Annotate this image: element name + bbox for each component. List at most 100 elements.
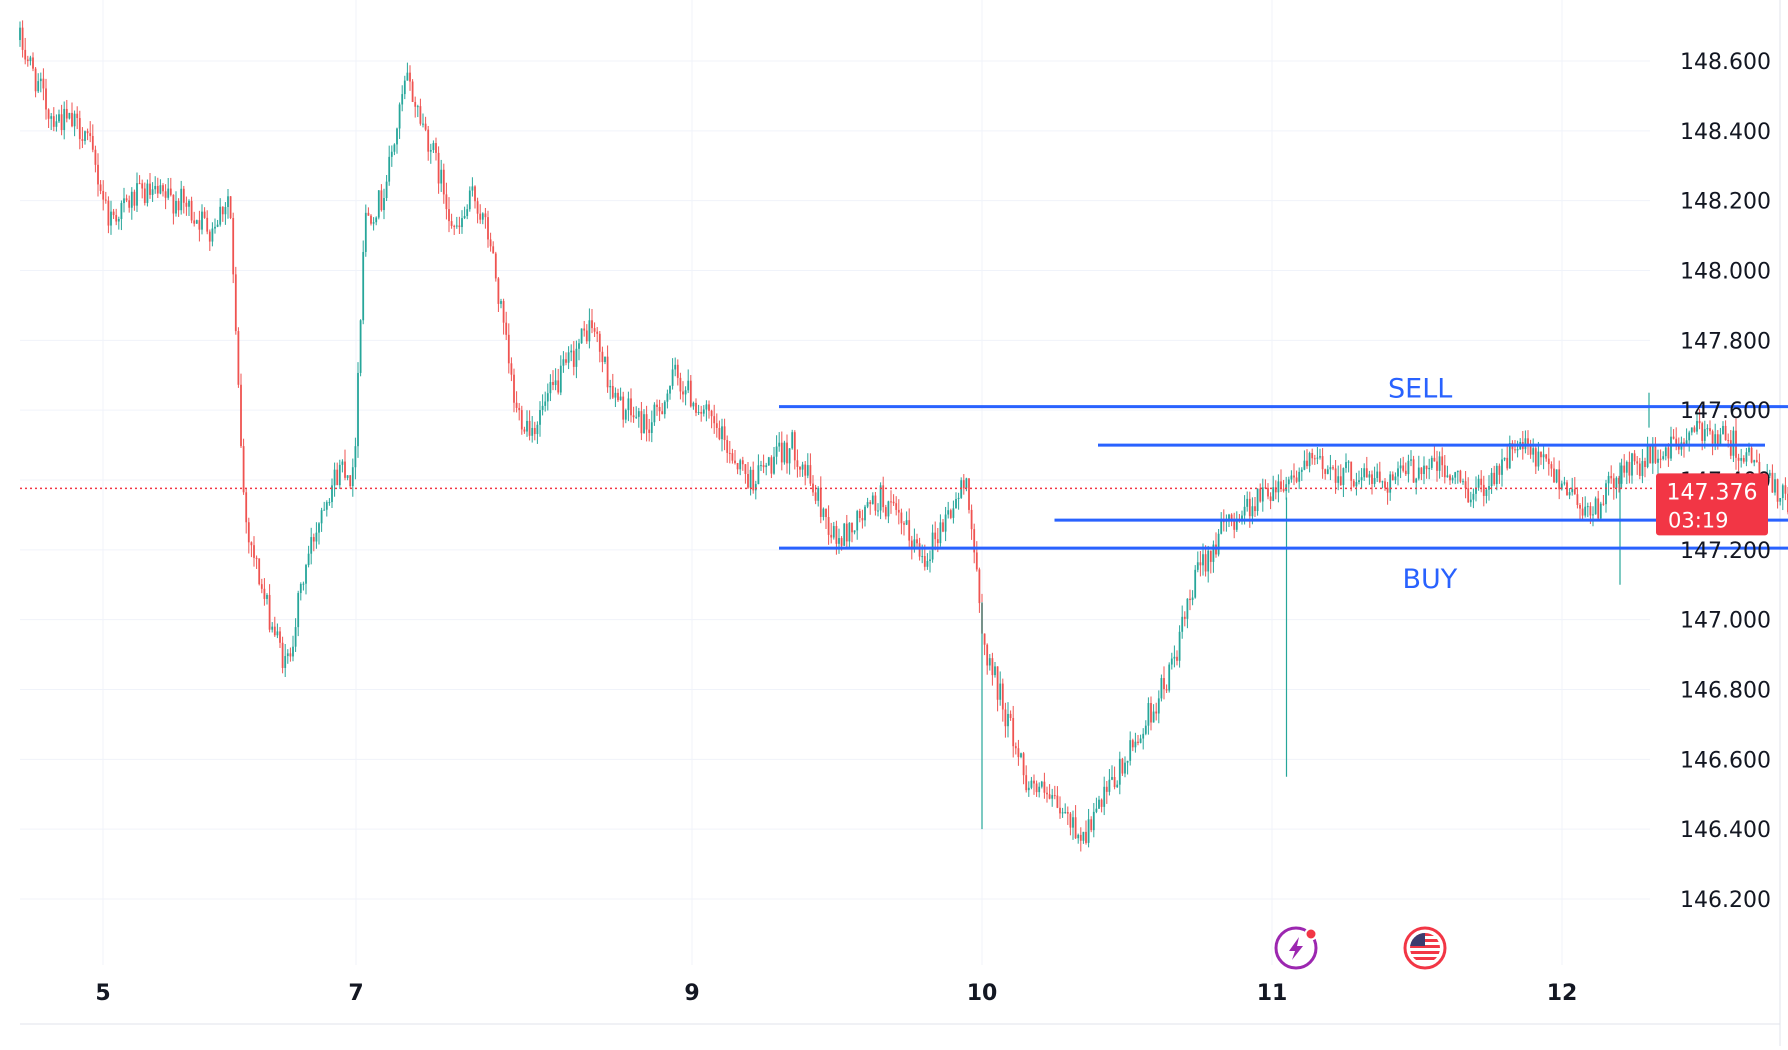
- candle-body: [1118, 758, 1121, 785]
- candle-body: [939, 522, 942, 544]
- candle-body: [331, 485, 333, 503]
- candle-body: [1755, 460, 1758, 462]
- time-tick-label: 7: [348, 981, 363, 1006]
- candle-body: [266, 594, 268, 599]
- candle-body: [1688, 432, 1691, 441]
- candle-body: [468, 190, 471, 210]
- candle-body: [240, 384, 242, 447]
- candle-body: [1758, 461, 1761, 485]
- candle-body: [890, 501, 892, 503]
- candle-body: [1298, 471, 1301, 482]
- candle-body: [903, 523, 905, 525]
- candle-body: [1771, 472, 1774, 493]
- candle-body: [154, 185, 157, 190]
- candle-body: [1586, 506, 1589, 508]
- candle-body: [1501, 459, 1503, 475]
- candle-body: [1407, 460, 1410, 475]
- candle-body: [437, 152, 440, 184]
- candle-body: [1670, 436, 1672, 459]
- price-series: [19, 20, 1788, 852]
- candle-body: [1654, 445, 1657, 463]
- candle-body: [297, 593, 300, 628]
- candle-body: [780, 442, 783, 463]
- candle-body: [1212, 544, 1215, 562]
- candle-body: [1779, 498, 1782, 502]
- candle-body: [1306, 460, 1308, 467]
- candle-body: [1628, 461, 1631, 476]
- candle-body: [1394, 476, 1397, 481]
- candle-body: [520, 410, 523, 430]
- candle-body: [731, 453, 734, 461]
- candle-body: [825, 508, 827, 518]
- candle-body: [1417, 467, 1420, 479]
- candle-body: [273, 626, 276, 636]
- candle-body: [957, 497, 960, 499]
- time-scale[interactable]: 5 7 9 10 11 12: [95, 981, 1577, 1006]
- candle-body: [1410, 459, 1412, 461]
- candle-body: [169, 188, 172, 195]
- candle-body: [1064, 812, 1067, 814]
- candle-body: [851, 522, 853, 533]
- price-tick-label: 146.800: [1680, 679, 1771, 704]
- candle-body: [994, 666, 996, 676]
- candle-body: [276, 631, 279, 636]
- candle-body: [500, 301, 502, 304]
- candle-body: [219, 206, 222, 225]
- candle-body: [318, 523, 320, 533]
- candle-body: [741, 460, 744, 465]
- candle-body: [918, 543, 921, 557]
- candle-body: [26, 59, 29, 62]
- candle-body: [115, 215, 118, 222]
- candle-body: [1495, 465, 1498, 485]
- candle-body: [1100, 799, 1103, 807]
- candle-body: [1753, 460, 1756, 463]
- candle-body: [172, 194, 175, 214]
- price-tick-label: 146.600: [1680, 748, 1771, 773]
- candle-body: [258, 558, 261, 585]
- candle-body: [214, 226, 216, 229]
- candle-body: [1651, 445, 1654, 464]
- candle-body: [814, 492, 817, 501]
- price-tick-label: 147.200: [1680, 539, 1771, 564]
- candle-body: [1363, 468, 1366, 478]
- candle-body: [991, 658, 994, 676]
- candle-body: [557, 380, 560, 393]
- candle-body: [968, 478, 970, 510]
- candle-body: [1095, 808, 1098, 812]
- candle-body: [1748, 447, 1750, 453]
- candle-body: [1446, 475, 1449, 478]
- candle-body: [42, 78, 45, 89]
- candle-body: [622, 396, 625, 420]
- candle-body: [123, 198, 125, 204]
- candle-body: [1170, 658, 1173, 665]
- candle-body: [1082, 831, 1085, 841]
- candle-body: [1157, 698, 1160, 714]
- candle-body: [770, 457, 773, 474]
- lightning-icon[interactable]: [1274, 926, 1318, 970]
- candle-body: [1701, 423, 1704, 441]
- candle-body: [788, 448, 791, 464]
- candle-body: [1321, 456, 1324, 470]
- candle-body: [1443, 465, 1446, 478]
- candle-body: [1633, 453, 1636, 462]
- candle-body: [1103, 786, 1106, 807]
- price-tick-label: 148.000: [1680, 260, 1771, 285]
- candle-body: [1568, 492, 1571, 496]
- candle-body: [328, 502, 331, 504]
- candle-body: [565, 359, 567, 363]
- candle-body: [1404, 470, 1407, 475]
- candle-body: [835, 526, 838, 544]
- candle-body: [260, 584, 263, 589]
- candle-body: [1163, 678, 1165, 690]
- us-flag-icon[interactable]: [1403, 926, 1447, 970]
- candle-body: [539, 410, 541, 425]
- candle-body: [1737, 457, 1740, 461]
- candle-body: [1012, 717, 1015, 747]
- candle-body: [1324, 469, 1327, 474]
- candle-body: [736, 463, 739, 470]
- candle-body: [1594, 498, 1597, 515]
- candle-body: [1714, 434, 1717, 444]
- candle-body: [1300, 469, 1303, 472]
